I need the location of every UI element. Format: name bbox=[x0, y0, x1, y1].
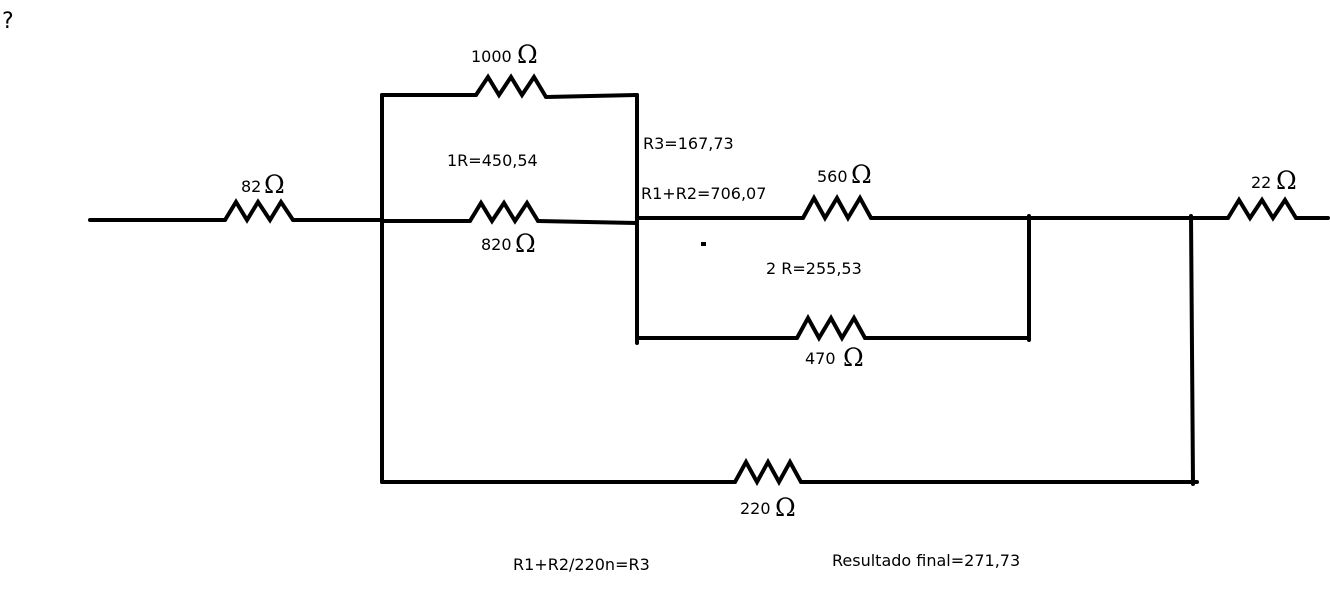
label-470: 470 bbox=[805, 349, 836, 368]
wire-mid-right bbox=[536, 219, 639, 225]
ohm-1000-icon: Ω bbox=[517, 40, 538, 69]
resistor-560 bbox=[801, 193, 873, 223]
ohm-22-icon: Ω bbox=[1276, 166, 1297, 195]
corner-question-mark: ? bbox=[2, 9, 14, 34]
resistor-1000 bbox=[474, 73, 548, 99]
resistor-220 bbox=[733, 457, 803, 487]
resistor-labels: 82 Ω 1000 Ω 820 Ω 560 Ω 470 Ω 22 Ω 220 Ω bbox=[241, 40, 1297, 522]
annotation-r1-plus-r2: R1+R2=706,07 bbox=[641, 184, 766, 203]
ohm-820-icon: Ω bbox=[515, 229, 536, 258]
resistors bbox=[223, 73, 1298, 487]
label-560: 560 bbox=[817, 167, 848, 186]
label-82: 82 bbox=[241, 177, 261, 196]
resistor-820 bbox=[468, 199, 540, 225]
annotation-r2: 2 R=255,53 bbox=[766, 259, 862, 278]
resistor-470 bbox=[795, 313, 867, 343]
ohm-220-icon: Ω bbox=[775, 493, 796, 522]
annotation-formula: R1+R2/220n=R3 bbox=[513, 555, 650, 574]
annotations: R3=167,73 1R=450,54 R1+R2=706,07 2 R=255… bbox=[447, 134, 1020, 574]
resistor-22 bbox=[1226, 196, 1298, 222]
label-820: 820 bbox=[481, 235, 512, 254]
wire-top-right bbox=[544, 93, 639, 99]
annotation-r1: 1R=450,54 bbox=[447, 151, 538, 170]
wire-right-vertical-bus bbox=[1189, 214, 1195, 486]
stray-dot bbox=[701, 242, 706, 246]
label-220: 220 bbox=[740, 499, 771, 518]
label-1000: 1000 bbox=[471, 47, 512, 66]
annotation-final-result: Resultado final=271,73 bbox=[832, 551, 1020, 570]
annotation-r3: R3=167,73 bbox=[643, 134, 734, 153]
label-22: 22 bbox=[1251, 173, 1271, 192]
ohm-82-icon: Ω bbox=[264, 170, 285, 199]
ohm-470-icon: Ω bbox=[843, 343, 864, 372]
resistor-82 bbox=[223, 198, 295, 224]
wires bbox=[88, 93, 1330, 486]
ohm-560-icon: Ω bbox=[851, 160, 872, 189]
